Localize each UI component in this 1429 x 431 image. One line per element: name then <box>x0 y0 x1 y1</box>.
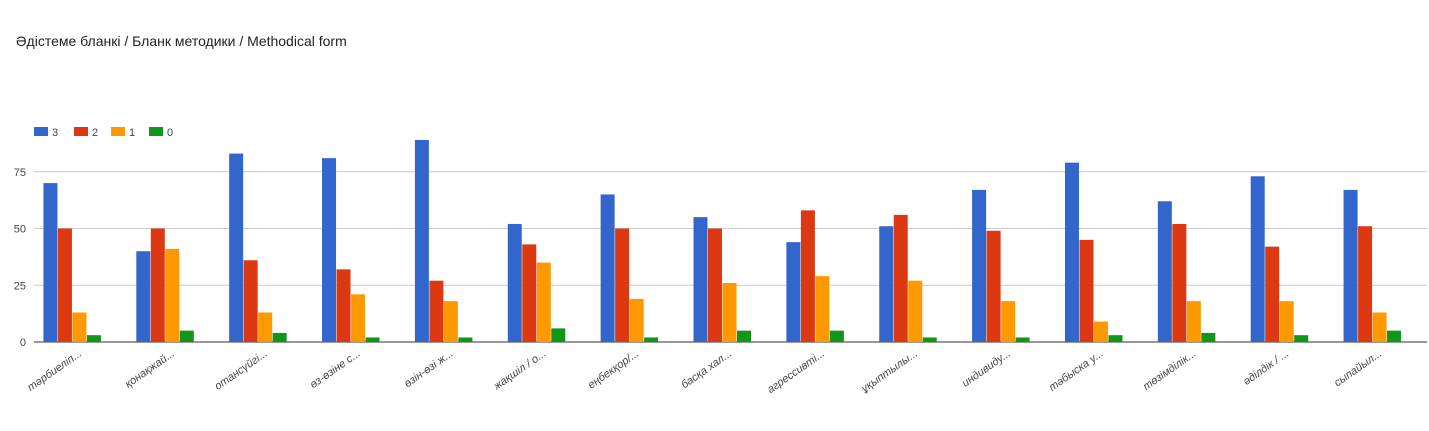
bar-1-6 <box>536 262 551 342</box>
bar-0-8 <box>737 330 751 342</box>
bar-1-7 <box>629 298 644 342</box>
legend-label-1: 1 <box>129 127 135 139</box>
bar-0-13 <box>1201 332 1216 342</box>
bar-1-3 <box>258 312 273 342</box>
bar-3-14 <box>1250 176 1265 342</box>
x-tick-label: төзімділік... <box>1141 348 1199 393</box>
bar-2-6 <box>522 244 537 342</box>
bar-1-1 <box>72 312 87 342</box>
bar-2-3 <box>243 260 258 342</box>
bar-2-12 <box>1079 239 1094 342</box>
legend-swatch-3 <box>34 127 48 136</box>
bar-2-11 <box>986 230 1001 342</box>
bar-0-7 <box>644 337 659 342</box>
bar-0-3 <box>272 332 287 342</box>
bar-1-12 <box>1093 321 1108 342</box>
bar-0-15 <box>1387 330 1402 342</box>
bar-2-14 <box>1265 246 1280 342</box>
y-tick-label: 25 <box>14 280 26 292</box>
x-tick-label: өзін-өзі ж... <box>402 348 455 390</box>
bar-2-2 <box>150 228 165 342</box>
x-tick-label: индивиду... <box>960 348 1013 390</box>
x-tick-label: басқа хал... <box>679 348 734 392</box>
bar-0-4 <box>365 337 380 342</box>
bar-1-14 <box>1279 301 1294 342</box>
bar-3-13 <box>1157 201 1172 342</box>
bar-1-2 <box>165 248 180 342</box>
x-tick-label: тәбыска у... <box>1047 348 1106 394</box>
legend-swatch-0 <box>149 127 163 136</box>
bar-0-14 <box>1294 335 1309 342</box>
legend-label-3: 3 <box>52 127 58 139</box>
x-tick-label: қонақжай... <box>123 348 177 391</box>
bar-3-2 <box>136 251 151 342</box>
bar-0-6 <box>551 328 566 342</box>
x-tick-label: отансүйгі... <box>213 348 270 393</box>
bar-1-13 <box>1186 301 1201 342</box>
legend-label-0: 0 <box>167 127 173 139</box>
bar-3-4 <box>322 158 337 342</box>
x-tick-label: агрессивті... <box>765 348 827 396</box>
bar-3-8 <box>693 217 708 342</box>
bar-0-5 <box>458 337 473 342</box>
bar-0-1 <box>86 335 101 342</box>
bar-2-13 <box>1172 223 1187 342</box>
bar-3-7 <box>600 194 615 342</box>
bar-0-9 <box>829 330 844 342</box>
bar-3-5 <box>414 139 429 342</box>
x-tick-label: сыпайыл... <box>1332 348 1384 390</box>
bar-2-7 <box>615 228 630 342</box>
bar-0-10 <box>922 337 937 342</box>
bar-3-6 <box>507 223 522 342</box>
bar-3-10 <box>879 226 894 342</box>
bar-3-9 <box>786 242 801 342</box>
bar-2-4 <box>336 269 351 342</box>
y-tick-label: 0 <box>20 337 26 349</box>
bar-1-4 <box>351 294 366 342</box>
bar-3-3 <box>229 153 244 342</box>
bar-2-10 <box>893 214 908 342</box>
legend-swatch-2 <box>74 127 88 136</box>
bar-2-8 <box>708 228 722 342</box>
y-tick-label: 50 <box>14 224 26 236</box>
x-tick-label: тәрбиеліп... <box>25 348 84 394</box>
bar-1-9 <box>815 276 830 342</box>
bar-1-15 <box>1372 312 1387 342</box>
bar-0-12 <box>1108 335 1123 342</box>
bar-3-12 <box>1064 162 1079 342</box>
bar-0-11 <box>1015 337 1030 342</box>
bar-0-2 <box>179 330 194 342</box>
bar-3-15 <box>1343 189 1358 342</box>
bar-1-8 <box>722 282 737 342</box>
legend-swatch-1 <box>111 127 125 136</box>
bar-3-11 <box>972 189 987 342</box>
bar-1-11 <box>1001 301 1016 342</box>
x-tick-label: өз-өзіне с... <box>308 348 363 391</box>
bar-2-5 <box>429 280 444 342</box>
bar-2-9 <box>800 210 815 342</box>
x-tick-label: жақшіл / о... <box>491 348 549 393</box>
chart-title: Әдістеме бланкі / Бланк методики / Metho… <box>16 33 347 49</box>
x-tick-label: еңбекқор/... <box>586 348 641 392</box>
y-tick-label: 75 <box>14 167 26 179</box>
bar-1-10 <box>908 280 923 342</box>
bar-3-1 <box>43 183 58 342</box>
bar-2-15 <box>1358 226 1373 342</box>
legend-label-2: 2 <box>92 127 98 139</box>
x-tick-label: ұқыптылы... <box>859 348 920 396</box>
bar-2-1 <box>57 228 72 342</box>
bar-1-5 <box>443 301 458 342</box>
x-tick-label: әділдік / ... <box>1241 348 1291 388</box>
